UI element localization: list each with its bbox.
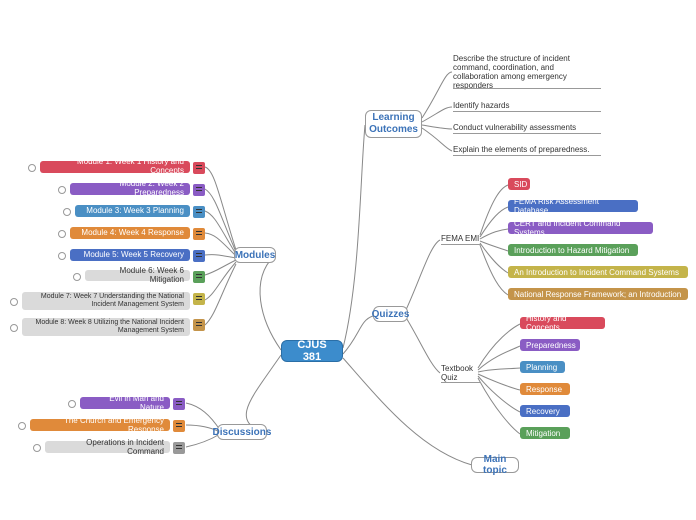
fema-item[interactable]: SID — [508, 178, 530, 190]
collapse-handle[interactable] — [68, 400, 76, 408]
collapse-handle[interactable] — [10, 324, 18, 332]
note-icon — [193, 319, 205, 331]
collapse-handle[interactable] — [10, 298, 18, 306]
branch-label: Modules — [235, 250, 276, 261]
branch-discussions[interactable]: Discussions — [217, 424, 267, 440]
module-item[interactable]: Module 6: Week 6 Mitigation — [85, 270, 190, 281]
module-item[interactable]: Module 2: Week 2 Preparedness — [70, 183, 190, 195]
root-node[interactable]: CJUS 381 — [281, 340, 343, 362]
note-icon — [173, 398, 185, 410]
collapse-handle[interactable] — [33, 444, 41, 452]
note-icon — [173, 442, 185, 454]
fema-item[interactable]: CERT and Incident Command Systems — [508, 222, 653, 234]
note-icon — [193, 206, 205, 218]
collapse-handle[interactable] — [63, 208, 71, 216]
fema-label: FEMA EMI — [441, 234, 479, 243]
discussion-item[interactable]: Evil in Man and Nature — [80, 397, 170, 409]
fema-item[interactable]: FEMA Risk Assessment Database — [508, 200, 638, 212]
branch-label: Main topic — [480, 454, 510, 476]
collapse-handle[interactable] — [58, 230, 66, 238]
module-item[interactable]: Module 8: Week 8 Utilizing the National … — [22, 318, 190, 336]
module-item[interactable]: Module 7: Week 7 Understanding the Natio… — [22, 292, 190, 310]
collapse-handle[interactable] — [28, 164, 36, 172]
textbook-item[interactable]: Mitigation — [520, 427, 570, 439]
fema-item[interactable]: An Introduction to Incident Command Syst… — [508, 266, 688, 278]
discussion-item[interactable]: The Church and Emergency Response — [30, 419, 170, 431]
module-item[interactable]: Module 4: Week 4 Response — [70, 227, 190, 239]
discussion-item[interactable]: Operations in Incident Command — [45, 441, 170, 453]
branch-label: Learning Outcomes — [369, 112, 418, 136]
fema-item[interactable]: Introduction to Hazard Mitigation — [508, 244, 638, 256]
outcome-item: Describe the structure of incident comma… — [453, 54, 601, 90]
textbook-label: Textbook Quiz — [441, 364, 479, 382]
module-item[interactable]: Module 3: Week 3 Planning — [75, 205, 190, 217]
note-icon — [193, 228, 205, 240]
note-icon — [173, 420, 185, 432]
module-item[interactable]: Module 5: Week 5 Recovery — [70, 249, 190, 261]
collapse-handle[interactable] — [58, 252, 66, 260]
branch-modules[interactable]: Modules — [234, 247, 276, 263]
branch-label: Discussions — [213, 427, 272, 438]
textbook-item[interactable]: Response — [520, 383, 570, 395]
textbook-item[interactable]: Planning — [520, 361, 565, 373]
collapse-handle[interactable] — [18, 422, 26, 430]
textbook-item[interactable]: History and Concepts — [520, 317, 605, 329]
note-icon — [193, 293, 205, 305]
outcome-item: Identify hazards — [453, 101, 509, 110]
note-icon — [193, 162, 205, 174]
outcome-item: Conduct vulnerability assessments — [453, 123, 576, 132]
textbook-item[interactable]: Recovery — [520, 405, 570, 417]
outcome-item: Explain the elements of preparedness. — [453, 145, 590, 154]
branch-main-topic[interactable]: Main topic — [471, 457, 519, 473]
note-icon — [193, 184, 205, 196]
note-icon — [193, 250, 205, 262]
module-item[interactable]: Module 1: Week 1 History and Concepts — [40, 161, 190, 173]
branch-learning[interactable]: Learning Outcomes — [365, 110, 422, 138]
branch-label: Quizzes — [372, 309, 410, 320]
branch-quizzes[interactable]: Quizzes — [373, 306, 408, 322]
collapse-handle[interactable] — [58, 186, 66, 194]
textbook-item[interactable]: Preparedness — [520, 339, 580, 351]
note-icon — [193, 271, 205, 283]
collapse-handle[interactable] — [73, 273, 81, 281]
fema-item[interactable]: National Response Framework; an Introduc… — [508, 288, 688, 300]
